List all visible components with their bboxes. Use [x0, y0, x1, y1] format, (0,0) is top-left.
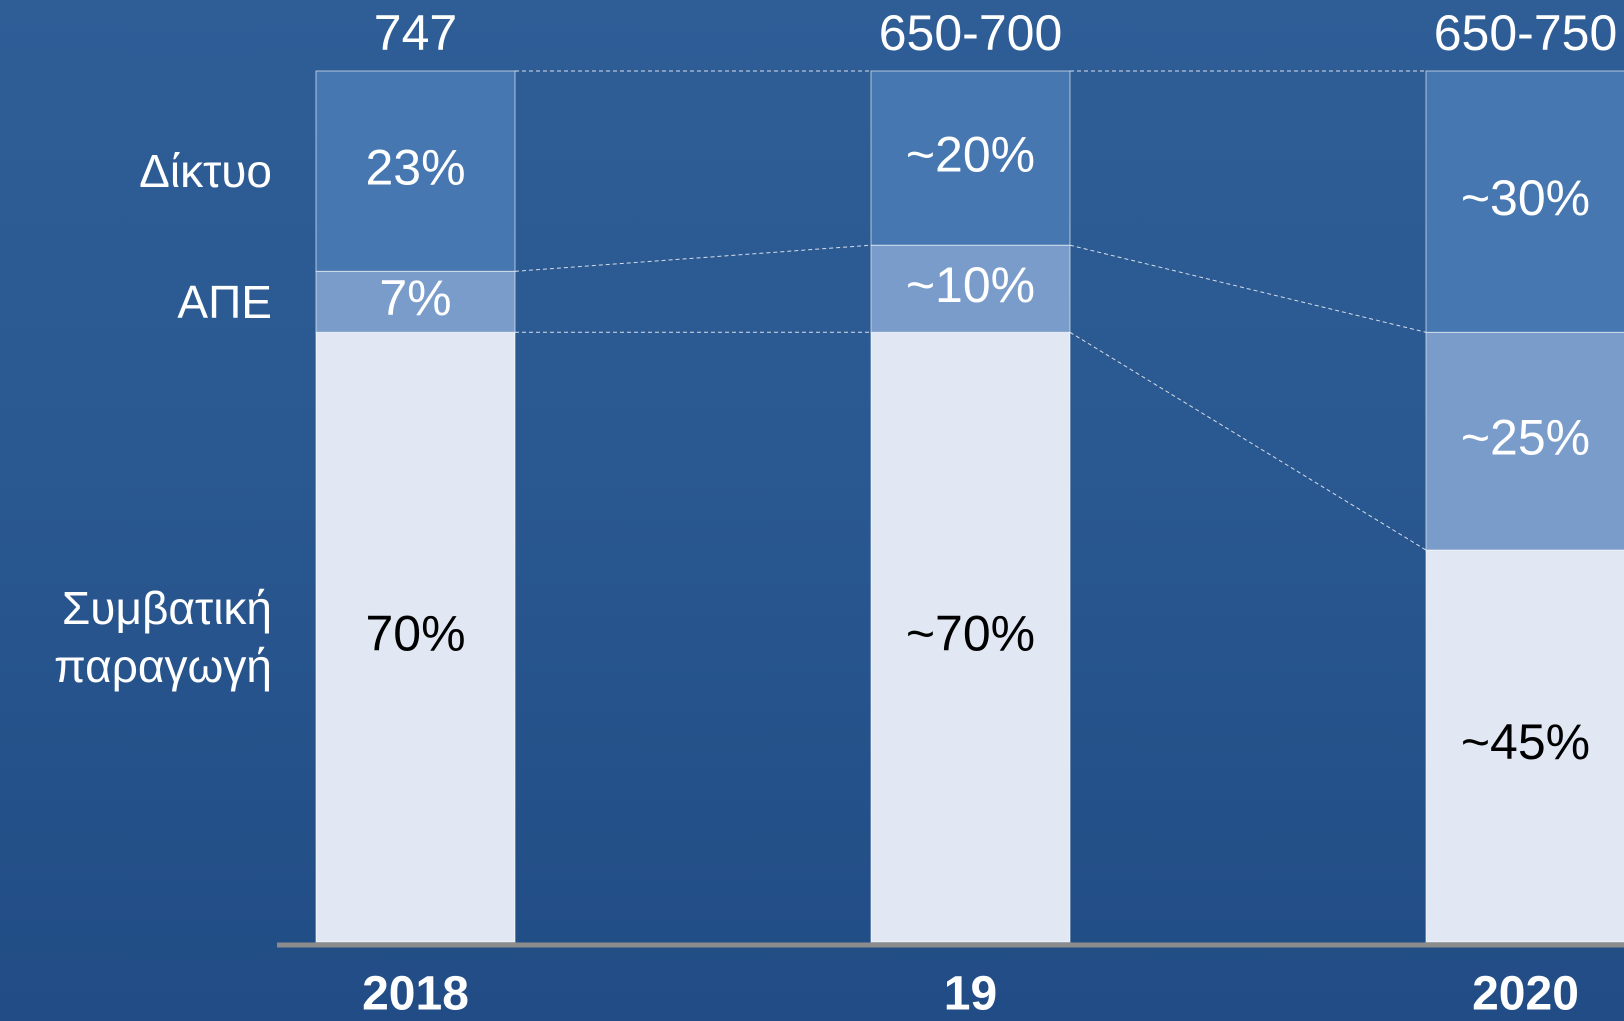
value-label: 7% — [379, 270, 451, 326]
total-label: 747 — [374, 5, 457, 61]
series-label: ΑΠΕ — [2, 273, 272, 331]
value-label: ~45% — [1461, 714, 1590, 770]
total-label: 650-750 — [1434, 5, 1618, 61]
x-tick-label: 19 — [944, 968, 997, 1021]
value-label: ~10% — [906, 257, 1035, 313]
x-tick-label: 2018 — [362, 968, 469, 1021]
value-label: ~30% — [1461, 170, 1590, 226]
total-label: 650-700 — [879, 5, 1063, 61]
x-tick-label: 2020 — [1472, 968, 1579, 1021]
value-label: ~20% — [906, 126, 1035, 182]
series-label: Δίκτυο — [2, 142, 272, 200]
value-label: 23% — [365, 139, 465, 195]
value-label: 70% — [365, 605, 465, 661]
connector — [1070, 332, 1426, 550]
connector — [1070, 245, 1426, 332]
series-label: Συμβατική παραγωγή — [2, 579, 272, 695]
connector — [515, 245, 871, 271]
value-label: ~70% — [906, 605, 1035, 661]
value-label: ~25% — [1461, 409, 1590, 465]
slide: 70% 7% 23% 747 2018 ~70% ~10% ~20% 650-700 19 ~45%… — [0, 0, 1624, 1021]
